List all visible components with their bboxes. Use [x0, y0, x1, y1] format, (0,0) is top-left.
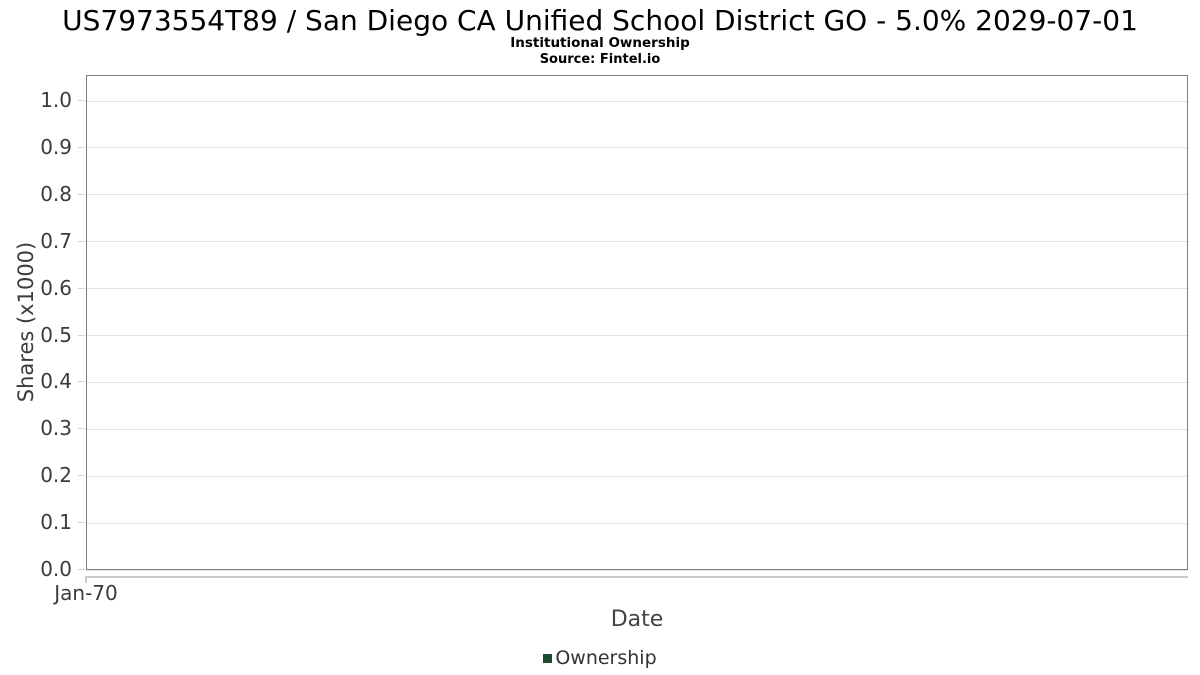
y-gridline	[87, 475, 1187, 477]
y-axis-tick-label: 0.8	[40, 181, 72, 206]
chart-source: Source: Fintel.io	[539, 52, 661, 67]
y-gridline	[87, 194, 1187, 196]
y-gridline	[87, 335, 1187, 336]
legend-item-ownership[interactable]: Ownership	[543, 646, 657, 669]
y-gridline	[87, 569, 1187, 571]
x-axis-tick-label: Jan-70	[54, 581, 118, 605]
y-gridline	[87, 381, 1187, 383]
y-gridline	[87, 522, 1187, 524]
y-axis-tick-mark	[78, 193, 85, 195]
y-axis-tick-mark	[78, 569, 85, 570]
y-axis-tick-label: 0.9	[40, 135, 72, 160]
y-axis-tick-mark	[78, 381, 85, 383]
y-gridline	[87, 428, 1187, 430]
y-axis-tick-mark	[78, 146, 85, 148]
y-axis-tick-mark	[78, 287, 85, 289]
x-axis-tick-mark	[85, 576, 87, 583]
y-axis-tick-label: 0.4	[40, 369, 72, 394]
x-axis-title: Date	[610, 607, 664, 632]
y-gridline	[87, 147, 1187, 149]
y-gridline	[87, 241, 1187, 243]
y-axis-tick-mark	[78, 428, 85, 430]
chart-title: US7973554T89 / San Diego CA Unified Scho…	[62, 4, 1138, 37]
y-gridline	[87, 288, 1187, 290]
y-axis-tick-label: 0.2	[40, 463, 72, 488]
y-axis-tick-label: 1.0	[40, 88, 72, 113]
y-gridline	[87, 100, 1187, 102]
y-axis-tick-mark	[78, 240, 85, 242]
legend-label: Ownership	[555, 646, 657, 669]
x-axis-line	[86, 576, 1188, 578]
y-axis-tick-label: 0.1	[40, 510, 72, 535]
y-axis-tick-mark	[78, 522, 85, 524]
y-axis-tick-label: 0.6	[40, 275, 72, 300]
y-axis-tick-mark	[78, 100, 85, 101]
plot-area	[86, 75, 1188, 571]
legend-swatch-icon	[543, 653, 553, 663]
y-axis-tick-label: 0.5	[40, 322, 72, 347]
y-axis-tick-label: 0.0	[40, 557, 72, 582]
y-axis-tick-label: 0.3	[40, 416, 72, 441]
legend: Ownership	[0, 645, 1200, 671]
y-axis-tick-mark	[78, 334, 85, 336]
chart-subtitle: Institutional Ownership	[510, 35, 690, 51]
y-axis-tick-label: 0.7	[40, 228, 72, 253]
y-axis-tick-mark	[78, 475, 85, 477]
